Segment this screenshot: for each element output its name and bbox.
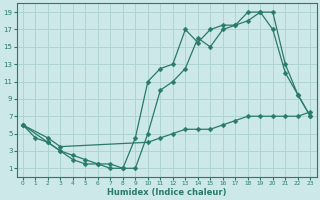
X-axis label: Humidex (Indice chaleur): Humidex (Indice chaleur) bbox=[107, 188, 226, 197]
